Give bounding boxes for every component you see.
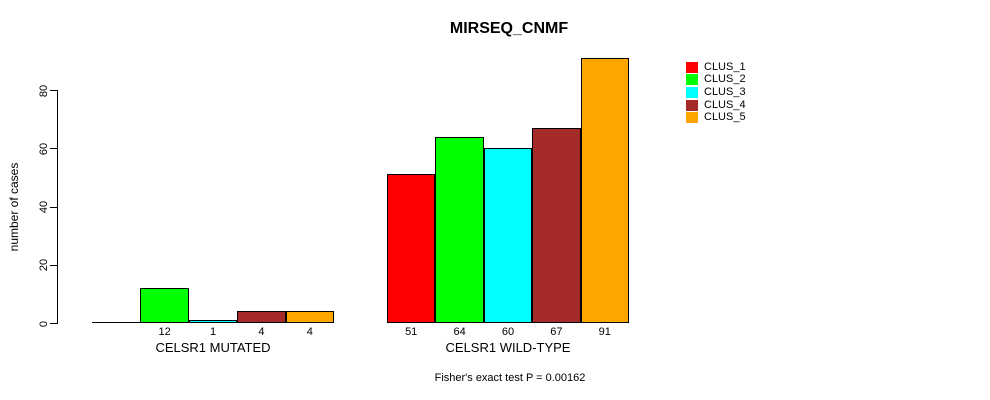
legend-swatch-clus_5 <box>686 112 698 124</box>
y-axis-line <box>57 90 58 324</box>
bar-value-label: 4 <box>258 326 265 338</box>
y-axis-tick <box>50 148 57 150</box>
bar-clus_3 <box>483 148 533 323</box>
bar-clus_5 <box>285 311 334 323</box>
bar-value-label: 12 <box>158 326 171 338</box>
fisher-test-annotation: Fisher's exact test P = 0.00162 <box>434 372 586 384</box>
legend-label: CLUS_2 <box>704 73 746 86</box>
group-label-wildtype: CELSR1 WILD-TYPE <box>445 340 571 355</box>
y-axis-tick-label: 60 <box>38 142 50 155</box>
y-axis-title: number of cases <box>7 162 21 252</box>
bar-value-label: 91 <box>598 326 611 338</box>
y-axis-tick <box>50 206 57 208</box>
bar-value-label: 1 <box>209 326 217 338</box>
bar-value-label: 64 <box>453 326 466 338</box>
legend-swatch-clus_1 <box>686 61 698 73</box>
bar-value-label: 60 <box>501 326 515 338</box>
y-axis-tick <box>50 90 57 91</box>
y-axis-tick <box>50 264 57 266</box>
y-axis-tick-label: 80 <box>38 84 50 97</box>
y-axis-tick-label: 0 <box>38 320 50 327</box>
legend-swatch-clus_4 <box>686 99 698 111</box>
y-axis-tick-label: 20 <box>38 259 50 272</box>
legend: CLUS_1 CLUS_2 CLUS_3 CLUS_4 CLUS_5 <box>686 61 746 124</box>
legend-item-clus_1: CLUS_1 <box>686 61 746 74</box>
legend-label: CLUS_5 <box>704 111 746 124</box>
bar-clus_2 <box>140 288 189 323</box>
legend-swatch-clus_3 <box>686 86 698 98</box>
bar-clus_5 <box>580 57 629 323</box>
legend-item-clus_4: CLUS_4 <box>686 99 746 112</box>
legend-swatch-clus_2 <box>686 74 698 86</box>
bar-clus_3 <box>188 320 238 323</box>
bar-value-label: 4 <box>306 326 313 338</box>
y-axis-tick <box>50 323 57 324</box>
legend-label: CLUS_3 <box>704 85 746 98</box>
bar-clus_2 <box>435 136 484 323</box>
bar-value-label: 51 <box>405 326 418 338</box>
group-label-mutated: CELSR1 MUTATED <box>155 340 271 355</box>
legend-item-clus_5: CLUS_5 <box>686 111 746 124</box>
bar-clus_1 <box>387 174 436 323</box>
legend-item-clus_2: CLUS_2 <box>686 74 746 87</box>
bar-value-label: 67 <box>550 326 563 338</box>
legend-label: CLUS_1 <box>704 60 746 73</box>
bar-clus_4 <box>532 127 581 323</box>
legend-item-clus_3: CLUS_3 <box>686 86 746 99</box>
chart-title: MIRSEQ_CNMF <box>449 20 569 37</box>
legend-label: CLUS_4 <box>704 98 746 111</box>
bar-clus_4 <box>237 311 286 323</box>
y-axis-tick-label: 40 <box>38 200 50 214</box>
